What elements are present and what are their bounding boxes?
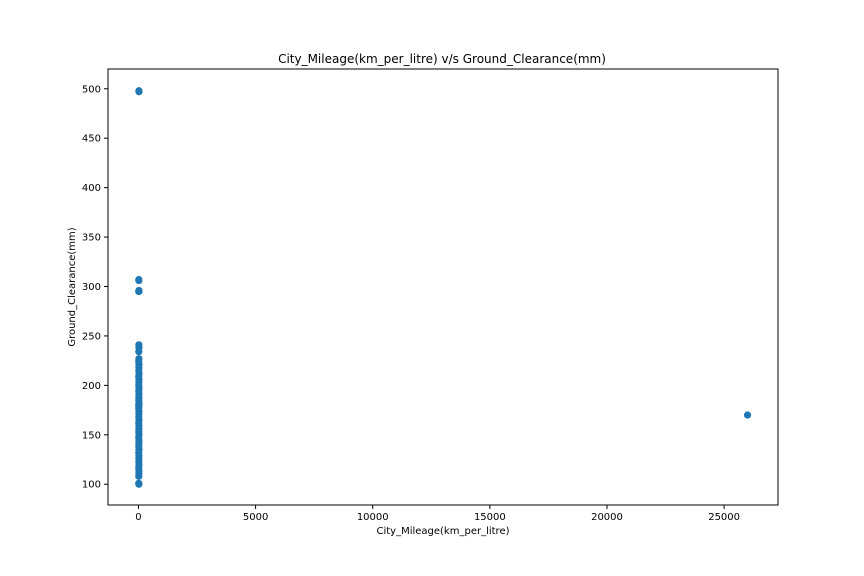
scatter-point [135,276,143,285]
y-axis-label: Ground_Clearance(mm) [67,227,78,346]
x-tick-label: 25000 [708,512,740,523]
x-tick-label: 5000 [243,512,268,523]
y-tick-label: 450 [82,134,101,145]
x-tick-label: 20000 [591,512,623,523]
x-tick-label: 15000 [474,512,506,523]
scatter-point [743,411,752,419]
scatter-point [135,348,143,356]
y-tick-label: 500 [82,84,101,95]
chart-title: City_Mileage(km_per_litre) v/s Ground_Cl… [278,52,606,66]
scatter-point [135,480,143,488]
points-layer [135,87,752,488]
x-axis-label: City_Mileage(km_per_litre) [376,526,509,537]
y-tick-label: 250 [82,331,101,342]
x-axis: 0 5000 10000 15000 20000 25000 [135,505,740,523]
y-tick-label: 150 [82,430,101,441]
scatter-point [135,88,143,96]
scatter-point [135,287,143,296]
scatter-point [135,472,143,480]
x-tick-label: 10000 [357,512,389,523]
x-tick-label: 0 [135,512,141,523]
y-tick-label: 300 [82,282,101,293]
y-tick-label: 350 [82,233,101,244]
y-tick-label: 100 [82,480,101,491]
y-tick-label: 200 [82,381,101,392]
y-tick-label: 400 [82,183,101,194]
y-axis: 100 150 200 250 300 350 400 450 500 [82,84,108,491]
